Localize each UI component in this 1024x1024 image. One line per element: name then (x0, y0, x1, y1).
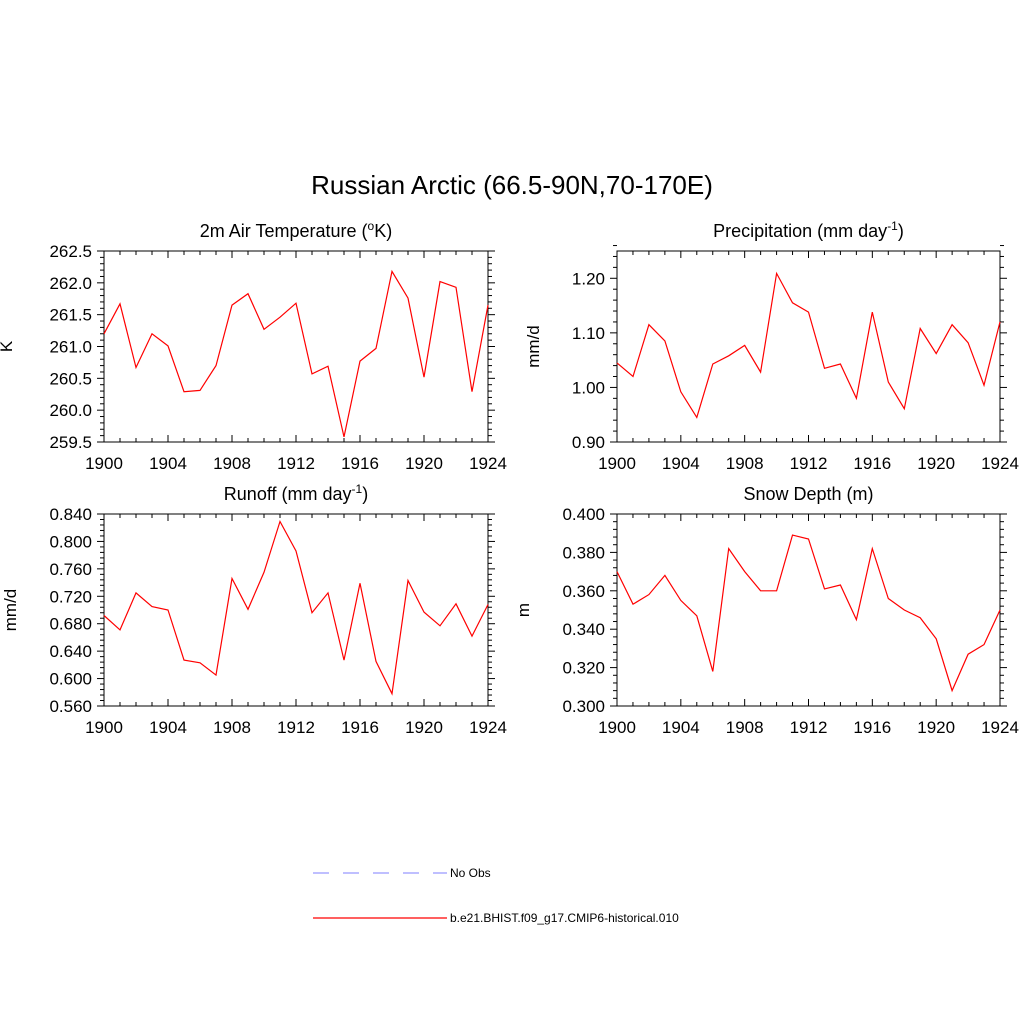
y-axis-label: mm/d (1, 589, 20, 632)
plot-frame (616, 250, 1001, 443)
panel-title-tail: ) (362, 484, 368, 504)
x-tick-label: 1904 (662, 454, 700, 473)
y-tick-label: 262.0 (49, 274, 92, 293)
x-tick-label: 1912 (790, 454, 828, 473)
panel-title-superscript: -1 (887, 219, 898, 233)
panel-title: 2m Air Temperature (oK) (200, 219, 392, 241)
x-tick-label: 1912 (277, 718, 315, 737)
y-tick-label: 0.800 (49, 532, 92, 551)
x-tick-label: 1908 (726, 454, 764, 473)
x-tick-label: 1924 (469, 454, 507, 473)
x-tick-label: 1924 (981, 454, 1019, 473)
x-tick-label: 1916 (853, 718, 891, 737)
panel-title: Precipitation (mm day-1) (713, 219, 904, 241)
y-tick-label: 0.720 (49, 587, 92, 606)
series-line (103, 519, 489, 696)
panel-title-main: Snow Depth (m) (743, 484, 873, 504)
y-axis-label: mm/d (524, 325, 543, 368)
x-tick-label: 1916 (853, 454, 891, 473)
y-tick-label: 0.600 (49, 670, 92, 689)
y-tick-label: 262.5 (49, 242, 92, 261)
y-tick-label: 0.840 (49, 505, 92, 524)
y-tick-label: 0.680 (49, 615, 92, 634)
x-tick-label: 1916 (341, 718, 379, 737)
figure-title: Russian Arctic (66.5-90N,70-170E) (311, 170, 713, 200)
y-tick-label: 0.400 (562, 505, 605, 524)
y-tick-label: 0.300 (562, 697, 605, 716)
panel-2: Precipitation (mm day-1) mm/d 1900 1904 1908… (524, 219, 1019, 473)
y-tick-label: 0.760 (49, 560, 92, 579)
y-tick-label: 0.640 (49, 642, 92, 661)
y-tick-label: 0.320 (562, 659, 605, 678)
legend-label: b.e21.BHIST.f09_g17.CMIP6-historical.010 (450, 911, 679, 925)
panel-1: 2m Air Temperature (oK) K 1900 1904 1908 1912… (0, 219, 507, 473)
x-tick-label: 1920 (917, 718, 955, 737)
panel-title-main: Runoff (mm day (224, 484, 352, 504)
panel-4: Snow Depth (m) m 1900 1904 1908 1912 1916 1920 1… (514, 484, 1019, 737)
x-tick-label: 1900 (85, 454, 123, 473)
x-tick-label: 1900 (85, 718, 123, 737)
x-tick-label: 1912 (790, 718, 828, 737)
plot-frame (616, 513, 1001, 707)
y-tick-label: 260.5 (49, 369, 92, 388)
x-tick-label: 1920 (405, 454, 443, 473)
series-line (616, 271, 1001, 419)
panels: 2m Air Temperature (oK) K 1900 1904 1908 1912… (0, 219, 1019, 737)
x-tick-label: 1908 (726, 718, 764, 737)
x-tick-label: 1900 (598, 454, 636, 473)
x-tick-label: 1904 (662, 718, 700, 737)
series-line (616, 534, 1001, 693)
y-tick-label: 0.90 (572, 433, 605, 452)
x-tick-label: 1908 (213, 718, 251, 737)
x-tick-label: 1912 (277, 454, 315, 473)
panel-title-tail: ) (898, 221, 904, 241)
x-tick-label: 1908 (213, 454, 251, 473)
y-tick-label: 1.10 (572, 324, 605, 343)
y-tick-label: 1.20 (572, 269, 605, 288)
series-line (103, 269, 489, 438)
y-tick-label: 0.360 (562, 582, 605, 601)
x-tick-label: 1916 (341, 454, 379, 473)
panel-3: Runoff (mm day-1) mm/d 1900 1904 1908 1912 191… (1, 482, 507, 737)
legend-item: b.e21.BHIST.f09_g17.CMIP6-historical.010 (313, 911, 679, 925)
x-tick-label: 1924 (981, 718, 1019, 737)
panel-title-main: 2m Air Temperature ( (200, 221, 368, 241)
x-tick-label: 1920 (917, 454, 955, 473)
y-tick-label: 260.0 (49, 401, 92, 420)
legend-item: No Obs (313, 866, 491, 880)
y-tick-label: 261.0 (49, 338, 92, 357)
y-axis-label: K (0, 340, 16, 352)
y-tick-label: 0.380 (562, 543, 605, 562)
plot-frame (103, 513, 489, 707)
panel-title-main: Precipitation (mm day (713, 221, 887, 241)
panel-title-tail: K) (374, 221, 392, 241)
plot-frame (103, 250, 489, 443)
x-tick-label: 1904 (149, 454, 187, 473)
y-tick-label: 259.5 (49, 433, 92, 452)
legend-label: No Obs (450, 866, 491, 880)
panel-title: Runoff (mm day-1) (224, 482, 368, 504)
legend: No Obs b.e21.BHIST.f09_g17.CMIP6-historic… (313, 866, 679, 925)
x-tick-label: 1920 (405, 718, 443, 737)
x-tick-label: 1924 (469, 718, 507, 737)
x-tick-label: 1904 (149, 718, 187, 737)
x-tick-label: 1900 (598, 718, 636, 737)
panel-title: Snow Depth (m) (743, 484, 873, 504)
panel-title-superscript: -1 (352, 482, 363, 496)
y-tick-label: 261.5 (49, 306, 92, 325)
y-tick-label: 0.560 (49, 697, 92, 716)
y-axis-label: m (514, 603, 533, 617)
y-tick-label: 0.340 (562, 620, 605, 639)
panel-title-superscript: o (368, 219, 375, 233)
y-tick-label: 1.00 (572, 378, 605, 397)
